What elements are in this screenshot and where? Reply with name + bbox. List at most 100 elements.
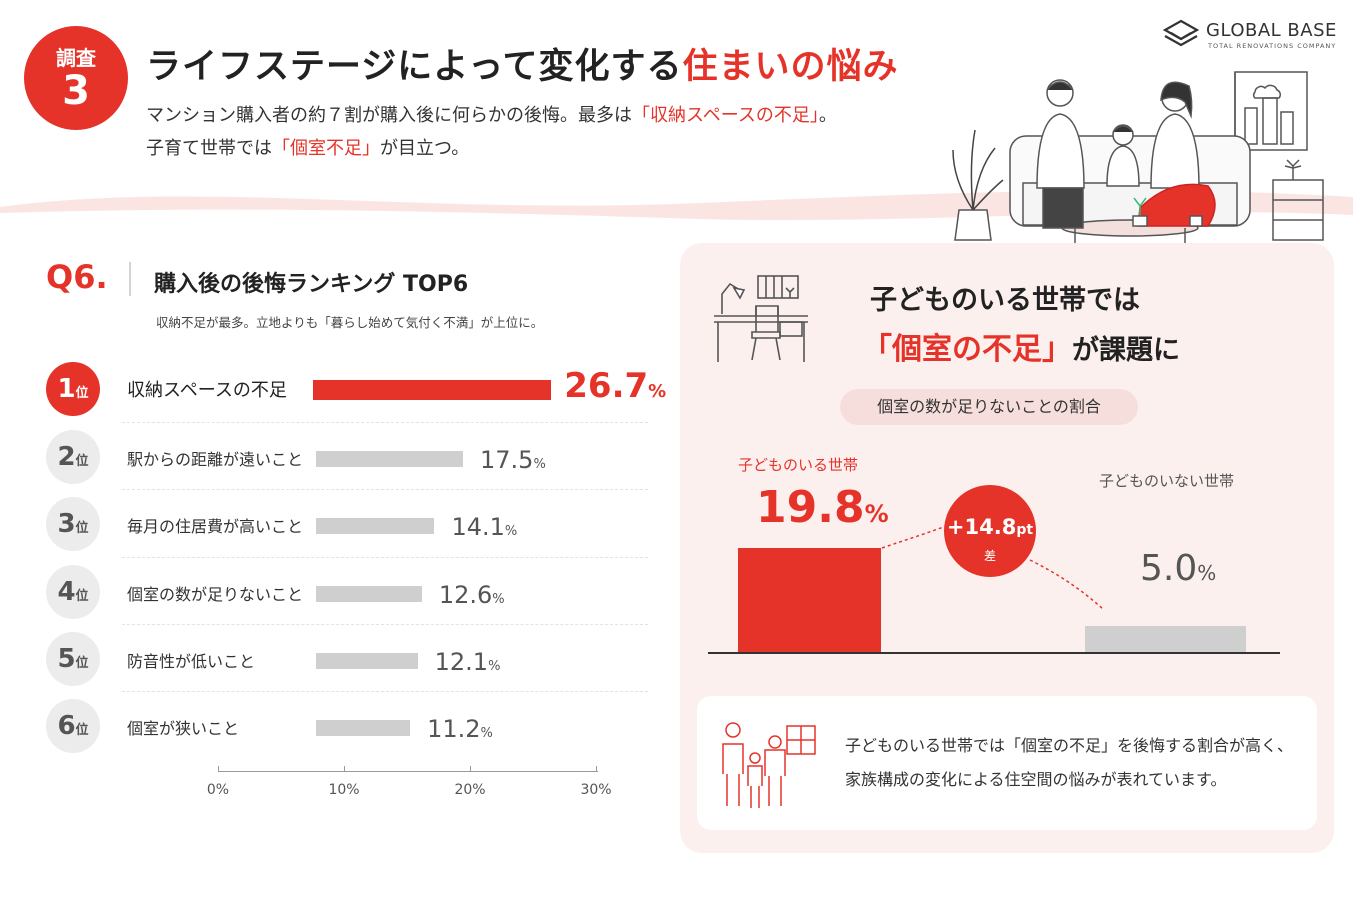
rank-value-unit: % (648, 381, 667, 402)
logo-mark-icon (1162, 19, 1200, 47)
rank-value: 12.1% (435, 648, 501, 676)
difference-label: 差 (983, 549, 996, 563)
comparison-value-number: 5.0 (1140, 548, 1198, 589)
lead-highlight: 「収納スペースの不足」 (632, 105, 819, 126)
metric-pill: 個室の数が足りないことの割合 (840, 389, 1138, 425)
summary-note: 子どものいる世帯では「個室の不足」を後悔する割合が高く、 家族構成の変化による住… (697, 696, 1317, 830)
rank-number: 2 (57, 442, 76, 472)
rank-bar (316, 586, 422, 602)
lead-text: が目立つ。 (380, 138, 470, 159)
x-axis-line (218, 771, 598, 772)
rank-suffix: 位 (75, 386, 89, 401)
logo-tagline: TOTAL RENOVATIONS COMPANY (1208, 42, 1337, 50)
rank-label: 個室の数が足りないこと (127, 585, 304, 604)
x-axis-tick (344, 766, 345, 772)
rank-badge: 1位 (46, 362, 100, 416)
survey-badge-label: 調査 (56, 46, 96, 70)
page-title: ライフステージによって変化する住まいの悩み (146, 38, 899, 89)
rank-number: 1 (57, 374, 76, 404)
x-axis-tick-label: 30% (580, 782, 612, 798)
row-divider (122, 557, 648, 558)
rank-suffix: 位 (75, 521, 89, 536)
rank-value-unit: % (504, 524, 518, 539)
rank-value: 11.2% (427, 715, 493, 743)
comparison-value-unit: % (1197, 561, 1217, 585)
comparison-baseline (708, 652, 1280, 654)
rank-label: 駅からの距離が遠いこと (127, 450, 304, 469)
rank-label: 毎月の住居費が高いこと (127, 517, 304, 536)
rank-value-number: 11.2 (427, 715, 481, 743)
rank-row: 6位 個室が狭いこと 11.2% (0, 699, 680, 755)
comparison-heading-rest: が課題に (1072, 335, 1180, 366)
title-divider (129, 262, 131, 296)
row-divider (122, 489, 648, 490)
question-number: Q6. (46, 258, 108, 296)
row-divider (122, 422, 648, 423)
comparison-value-number: 19.8 (756, 482, 865, 533)
rank-suffix: 位 (75, 589, 89, 604)
comparison-category-label: 子どものいない世帯 (1099, 472, 1235, 490)
summary-note-line-1: 子どものいる世帯では「個室の不足」を後悔する割合が高く、 (845, 736, 1294, 755)
x-axis-tick-label: 20% (454, 782, 486, 798)
lead-text: 子育て世帯では (146, 138, 272, 159)
rank-bar (313, 380, 552, 400)
comparison-category-label: 子どものいる世帯 (738, 456, 859, 474)
ranking-subtitle: 収納不足が最多。立地よりも「暮らし始めて気付く不満」が上位に。 (156, 315, 544, 330)
rank-number: 5 (57, 644, 76, 674)
rank-badge: 3位 (46, 497, 100, 551)
lead-text: 。 (818, 105, 837, 126)
rank-value-unit: % (533, 457, 546, 472)
comparison-value: 5.0% (1140, 548, 1216, 589)
rank-suffix: 位 (75, 454, 89, 469)
rank-value-number: 17.5 (480, 446, 534, 474)
rank-label: 防音性が低いこと (127, 652, 256, 671)
x-axis-tick (470, 766, 471, 772)
rank-bar (316, 653, 418, 669)
rank-row: 4位 個室の数が足りないこと 12.6% (0, 565, 680, 625)
ranking-title: 購入後の後悔ランキング TOP6 (154, 272, 469, 297)
rank-value: 14.1% (451, 513, 517, 541)
family-illustration (952, 71, 1324, 243)
rank-bar (316, 720, 411, 736)
rank-value-unit: % (488, 659, 501, 674)
rank-badge: 5位 (46, 632, 100, 686)
comparison-bar (738, 548, 881, 652)
survey-badge-number: 3 (62, 68, 90, 114)
rank-value-number: 26.7 (564, 366, 649, 406)
rank-label: 収納スペースの不足 (127, 380, 287, 401)
brand-logo: GLOBAL BASE TOTAL RENOVATIONS COMPANY (1162, 18, 1337, 52)
x-axis-tick (218, 766, 219, 772)
comparison-heading-1: 子どものいる世帯では (870, 285, 1140, 316)
lead-highlight: 「個室不足」 (272, 138, 380, 159)
rank-value: 12.6% (439, 581, 505, 609)
family-icon (722, 722, 816, 808)
summary-note-line-2: 家族構成の変化による住空間の悩みが表れています。 (845, 770, 1227, 789)
survey-badge: 調査 3 (24, 26, 128, 130)
rank-row: 2位 駅からの距離が遠いこと 17.5% (0, 430, 680, 490)
comparison-heading-2: 「個室の不足」が課題に (862, 324, 1180, 368)
page-title-main: ライフステージによって変化する (146, 47, 683, 87)
difference-value: +14.8pt (944, 515, 1036, 539)
rank-value-number: 14.1 (451, 513, 505, 541)
comparison-heading-accent: 「個室の不足」 (862, 332, 1072, 367)
comparison-value: 19.8% (756, 482, 889, 533)
rank-bar (316, 451, 463, 467)
difference-unit: pt (1016, 522, 1034, 538)
rank-row: 1位 収納スペースの不足 26.7% (0, 362, 680, 423)
rank-value-unit: % (480, 726, 493, 741)
rank-badge: 6位 (46, 699, 100, 753)
rank-number: 6 (57, 711, 76, 741)
comparison-bar (1085, 625, 1246, 652)
lead-line-1: マンション購入者の約７割が購入後に何らかの後悔。最多は「収納スペースの不足」。 (146, 101, 837, 127)
difference-number: +14.8 (946, 515, 1017, 539)
desk-icon (714, 275, 808, 362)
x-axis-tick-label: 0% (206, 782, 230, 798)
row-divider (122, 691, 648, 692)
rank-bar (316, 518, 435, 534)
lead-line-2: 子育て世帯では「個室不足」が目立つ。 (146, 134, 469, 160)
rank-suffix: 位 (75, 723, 89, 738)
lead-text: マンション購入者の約７割が購入後に何らかの後悔。最多は (146, 105, 632, 126)
rank-suffix: 位 (75, 656, 89, 671)
rank-value-number: 12.6 (438, 581, 493, 609)
page-title-accent: 住まいの悩み (682, 47, 899, 87)
